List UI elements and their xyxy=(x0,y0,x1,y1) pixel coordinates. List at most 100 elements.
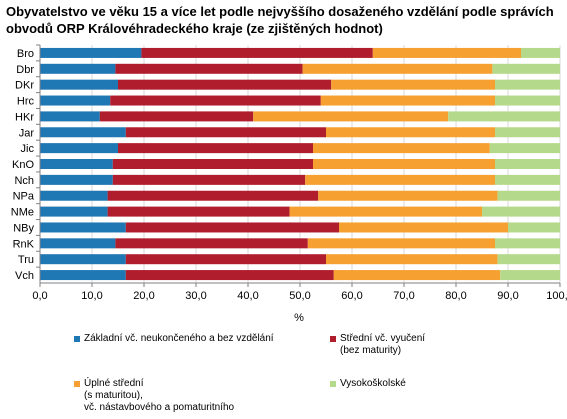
axes xyxy=(36,44,561,287)
bar-segment xyxy=(125,222,339,233)
legend-label: Střední vč. vyučení (bez maturity) xyxy=(340,333,426,356)
x-tick-label: 80,0 xyxy=(445,290,466,302)
bar-segment xyxy=(141,47,373,58)
bar-segment xyxy=(326,127,495,138)
legend-swatch xyxy=(330,336,336,342)
bar-segment xyxy=(40,270,126,281)
bar-segment xyxy=(326,254,498,265)
bar-segment xyxy=(115,63,303,74)
bar-segment xyxy=(40,47,142,58)
bar-segment xyxy=(521,47,560,58)
bar-segment xyxy=(500,270,560,281)
bar-segment xyxy=(40,174,113,185)
bar-segment xyxy=(107,206,290,217)
bar-segment xyxy=(448,111,560,122)
x-tick-label: 0,0 xyxy=(32,290,47,302)
y-tick-label: Jar xyxy=(19,127,35,139)
bar-segment xyxy=(40,190,108,201)
legend-item: Úplné střední (s maturitou), vč. nástavb… xyxy=(74,378,234,414)
legend-item: Vysokoškolské xyxy=(330,378,406,390)
y-tick-label: Hrc xyxy=(17,96,35,108)
bar-segment xyxy=(40,95,111,106)
legend-label: Vysokoškolské xyxy=(340,378,406,389)
legend-label: Úplné střední (s maturitou), vč. nástavb… xyxy=(84,378,235,413)
bar-segment xyxy=(492,63,560,74)
bar-segment xyxy=(253,111,449,122)
bar-segment xyxy=(40,206,108,217)
legend-swatch xyxy=(330,381,336,387)
bar-segment xyxy=(495,174,560,185)
bar-segment xyxy=(40,111,100,122)
bar-segment xyxy=(125,254,326,265)
chart-title: Obyvatelstvo ve věku 15 a více let podle… xyxy=(6,4,554,36)
bar-segment xyxy=(497,254,560,265)
y-tick-label: RnK xyxy=(13,238,35,250)
y-tick-label: KnO xyxy=(12,159,34,171)
bar-segment xyxy=(289,206,482,217)
bar-segment xyxy=(40,127,126,138)
y-tick-label: Nch xyxy=(14,175,34,187)
bar-segment xyxy=(40,143,118,154)
bar-segment xyxy=(318,190,498,201)
bar-segment xyxy=(497,190,560,201)
bar-segment xyxy=(40,63,116,74)
y-tick-label: NMe xyxy=(11,207,34,219)
bar-segment xyxy=(40,238,116,249)
legend-swatch xyxy=(74,336,80,342)
bar-segment xyxy=(482,206,560,217)
bar-segment xyxy=(495,238,560,249)
bar-segment xyxy=(495,159,560,169)
bar-segment xyxy=(302,63,493,74)
bar-segment xyxy=(313,143,490,154)
x-tick-label: 100,0 xyxy=(546,290,567,302)
bar-segment xyxy=(40,222,126,233)
bar-segment xyxy=(118,143,313,154)
legend-item: Střední vč. vyučení (bez maturity) xyxy=(330,333,425,357)
y-tick-label: Bro xyxy=(17,48,34,60)
y-tick-label: DKr xyxy=(15,80,34,92)
bar-segment xyxy=(307,238,495,249)
bar-segment xyxy=(313,159,495,169)
bar-segment xyxy=(112,174,306,185)
y-tick-label: Jic xyxy=(21,143,35,155)
bar-segment xyxy=(489,143,560,154)
bar-segment xyxy=(339,222,508,233)
bar-segment xyxy=(372,47,521,58)
bar-segment xyxy=(40,159,113,169)
bar-segment xyxy=(320,95,495,106)
bars xyxy=(40,47,560,281)
bar-segment xyxy=(125,127,326,138)
x-tick-label: 20,0 xyxy=(133,290,154,302)
legend-label: Základní vč. neukončeného a bez vzdělání xyxy=(84,333,274,344)
bar-segment xyxy=(333,270,501,281)
x-tick-label: 40,0 xyxy=(237,290,258,302)
x-tick-label: 90,0 xyxy=(497,290,518,302)
bar-segment xyxy=(40,79,118,90)
legend-swatch xyxy=(74,381,80,387)
x-tick-label: 70,0 xyxy=(393,290,414,302)
bar-segment xyxy=(495,95,560,106)
y-tick-label: Dbr xyxy=(16,64,34,76)
bar-segment xyxy=(99,111,254,122)
y-tick-label: NBy xyxy=(13,222,34,234)
y-tick-label: Tru xyxy=(18,254,34,266)
legend-item: Základní vč. neukončeného a bez vzdělání xyxy=(74,333,274,345)
bar-segment xyxy=(125,270,334,281)
x-axis-label: % xyxy=(294,312,304,324)
bar-segment xyxy=(305,174,495,185)
bar-segment xyxy=(115,238,308,249)
y-tick-label: Vch xyxy=(15,270,34,282)
x-tick-label: 60,0 xyxy=(341,290,362,302)
bar-segment xyxy=(331,79,495,90)
bar-segment xyxy=(495,127,560,138)
bar-segment xyxy=(495,79,560,90)
bar-segment xyxy=(118,79,332,90)
bar-segment xyxy=(110,95,321,106)
y-tick-label: NPa xyxy=(13,191,35,203)
y-tick-label: HKr xyxy=(15,111,34,123)
x-tick-label: 10,0 xyxy=(81,290,102,302)
bar-segment xyxy=(112,159,313,169)
bar-segment xyxy=(107,190,319,201)
bar-segment xyxy=(508,222,560,233)
